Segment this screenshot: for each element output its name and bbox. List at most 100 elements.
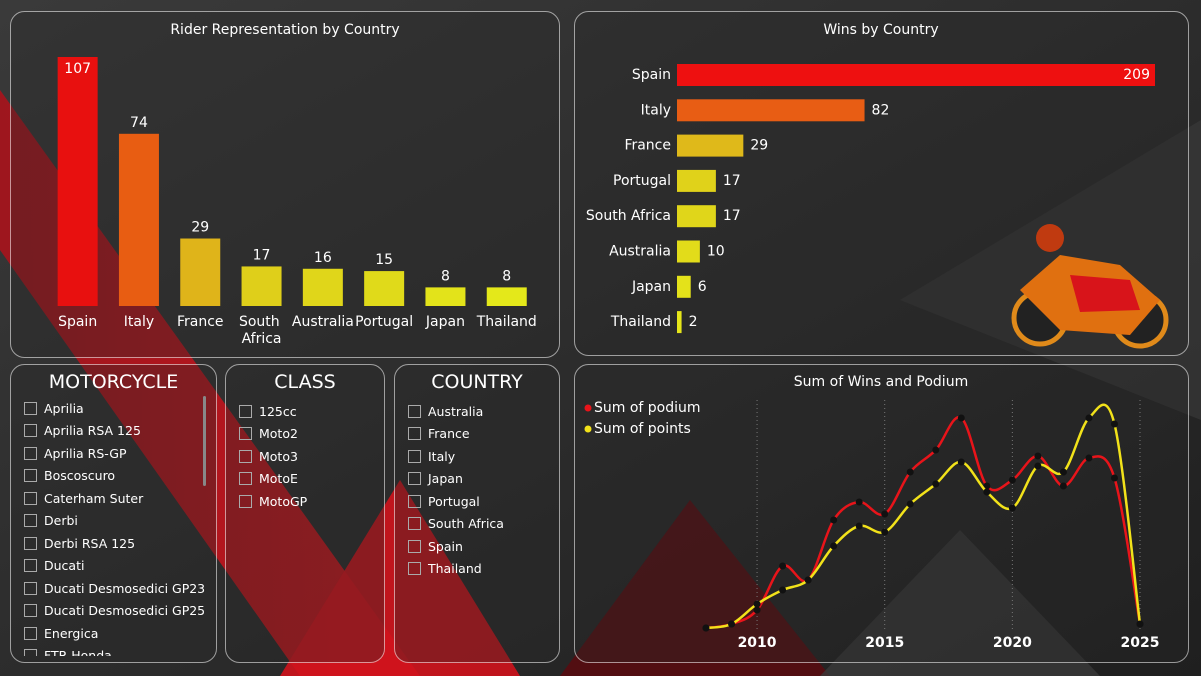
item-label: FTR Honda — [44, 648, 112, 656]
x-tick-label: France — [177, 314, 224, 330]
checkbox[interactable] — [408, 517, 421, 531]
checkbox[interactable] — [408, 494, 421, 508]
checkbox[interactable] — [239, 404, 252, 418]
y-tick-label: Japan — [631, 279, 671, 295]
data-label: 17 — [253, 247, 271, 263]
item-label: Derbi — [44, 513, 78, 529]
checkbox[interactable] — [408, 449, 421, 463]
point — [983, 488, 991, 496]
point — [1034, 462, 1042, 470]
checkbox[interactable] — [408, 427, 421, 441]
bar — [677, 311, 682, 334]
data-label: 209 — [1123, 67, 1150, 83]
x-tick-label: Japan — [425, 314, 465, 330]
data-label: 8 — [502, 268, 511, 284]
legend-label: Sum of points — [594, 421, 691, 437]
item-label: MotoE — [259, 471, 298, 487]
checkbox[interactable] — [24, 626, 37, 640]
item-label: Caterham Suter — [44, 490, 144, 506]
checkbox[interactable] — [24, 401, 37, 415]
bar — [677, 64, 1155, 86]
checkbox[interactable] — [24, 581, 37, 595]
slicer-item[interactable]: Moto3 — [239, 445, 375, 468]
bar — [486, 287, 527, 306]
rider-illustration — [1011, 224, 1169, 349]
slicer-item[interactable]: Italy — [408, 445, 550, 468]
checkbox[interactable] — [24, 536, 37, 550]
slicer-title: CLASS — [274, 371, 336, 393]
slicer-item[interactable]: Thailand — [408, 558, 550, 581]
slicer-item[interactable]: Aprilia RS-GP — [24, 442, 207, 465]
item-label: Portugal — [428, 493, 480, 509]
point — [779, 586, 787, 594]
slicer-item[interactable]: Derbi — [24, 510, 207, 533]
bar — [677, 205, 716, 228]
chart-title: Wins by Country — [823, 22, 938, 38]
checkbox[interactable] — [24, 559, 37, 573]
slicer-item[interactable]: Ducati Desmosedici GP25 — [24, 600, 207, 623]
checkbox[interactable] — [408, 539, 421, 553]
point — [702, 624, 710, 632]
x-tick-label: Italy — [124, 314, 154, 330]
point — [881, 510, 889, 518]
checkbox[interactable] — [239, 427, 252, 441]
slicer-item[interactable]: Australia — [408, 400, 550, 423]
checkbox[interactable] — [24, 446, 37, 460]
slicer-item[interactable]: Derbi RSA 125 — [24, 532, 207, 555]
y-tick-label: France — [624, 138, 671, 154]
item-label: Moto2 — [259, 426, 298, 442]
slicer-item[interactable]: MotoE — [239, 468, 375, 491]
point — [779, 562, 787, 570]
checkbox[interactable] — [24, 604, 37, 618]
item-label: Ducati Desmosedici GP25 — [44, 603, 206, 619]
slicer-item[interactable]: Aprilia RSA 125 — [24, 420, 207, 443]
x-tick-label: 2020 — [993, 635, 1032, 651]
slicer-item[interactable]: Boscoscuro — [24, 465, 207, 488]
checkbox[interactable] — [24, 424, 37, 438]
item-label: MotoGP — [259, 493, 308, 509]
item-label: France — [428, 426, 470, 442]
checkbox[interactable] — [408, 562, 421, 576]
legend-swatch — [584, 404, 592, 412]
x-tick-label: 2025 — [1121, 635, 1160, 651]
x-tick-label: Thailand — [476, 314, 537, 330]
x-tick-label: Portugal — [355, 314, 413, 330]
checkbox[interactable] — [24, 514, 37, 528]
slicer-item[interactable]: Portugal — [408, 490, 550, 513]
item-label: Aprilia RSA 125 — [44, 423, 141, 439]
slicer-item[interactable]: Aprilia — [24, 397, 207, 420]
slicer-item[interactable]: 125cc — [239, 400, 375, 423]
slicer-item[interactable]: South Africa — [408, 513, 550, 536]
point — [1085, 454, 1093, 462]
slicer-item[interactable]: France — [408, 423, 550, 446]
panel — [574, 11, 1189, 356]
checkbox[interactable] — [239, 449, 252, 463]
slicer-item[interactable]: Ducati — [24, 555, 207, 578]
checkbox[interactable] — [408, 472, 421, 486]
checkbox[interactable] — [408, 404, 421, 418]
slicer-item[interactable]: Energica — [24, 622, 207, 645]
checkbox[interactable] — [24, 469, 37, 483]
checkbox[interactable] — [24, 491, 37, 505]
chart-title: Sum of Wins and Podium — [794, 374, 968, 390]
point — [753, 600, 761, 608]
item-label: Energica — [44, 625, 99, 641]
slicer-item[interactable]: Ducati Desmosedici GP23 — [24, 577, 207, 600]
slicer-item[interactable]: Moto2 — [239, 423, 375, 446]
checkbox[interactable] — [239, 494, 252, 508]
point — [1085, 414, 1093, 422]
slicer-item[interactable]: Spain — [408, 535, 550, 558]
bar — [677, 134, 744, 157]
point — [906, 500, 914, 508]
slicer-item[interactable]: Caterham Suter — [24, 487, 207, 510]
point — [983, 482, 991, 490]
checkbox[interactable] — [239, 472, 252, 486]
slicer-item[interactable]: MotoGP — [239, 490, 375, 513]
y-tick-label: South Africa — [586, 208, 671, 224]
checkbox[interactable] — [24, 649, 37, 656]
slicer-item[interactable]: FTR Honda — [24, 645, 207, 656]
slicer-title: MOTORCYCLE — [48, 371, 179, 393]
slicer-item[interactable]: Japan — [408, 468, 550, 491]
